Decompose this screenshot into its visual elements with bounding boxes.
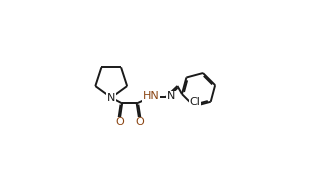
- Text: N: N: [167, 91, 175, 101]
- Text: HN: HN: [143, 91, 160, 101]
- Text: Cl: Cl: [189, 97, 200, 107]
- Text: N: N: [107, 93, 115, 103]
- Text: O: O: [115, 117, 124, 127]
- Text: O: O: [135, 117, 144, 127]
